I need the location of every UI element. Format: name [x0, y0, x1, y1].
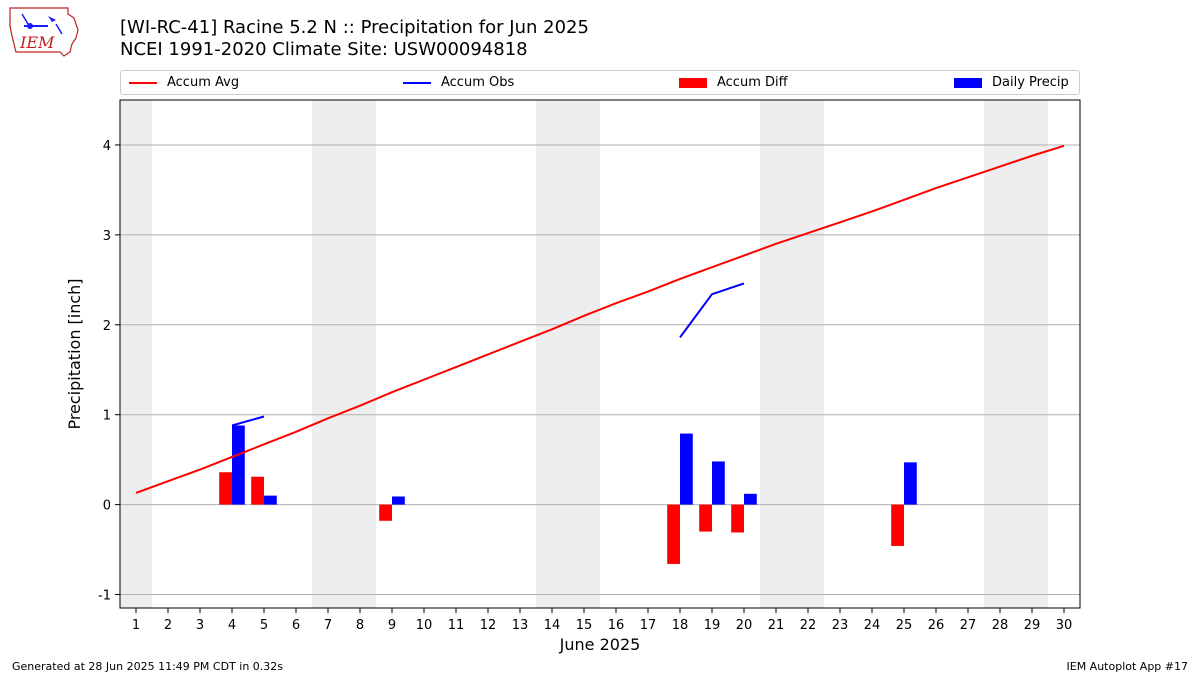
accum-diff-bar — [699, 504, 712, 532]
daily-precip-bar — [904, 462, 917, 505]
legend-label-daily-precip: Daily Precip — [992, 75, 1069, 90]
x-tick-label: 29 — [1024, 618, 1041, 633]
legend-swatch-accum-diff — [679, 77, 707, 88]
x-tick-label: 24 — [864, 618, 881, 633]
y-tick-label: 3 — [103, 229, 111, 244]
x-tick-label: 16 — [608, 618, 625, 633]
x-tick-label: 23 — [832, 618, 849, 633]
weekend-shade-2 — [536, 100, 600, 608]
x-tick-label: 5 — [260, 618, 268, 633]
logo-text: IEM — [19, 33, 55, 52]
legend-item-accum-obs: Accum Obs — [403, 71, 514, 94]
x-tick-label: 28 — [992, 618, 1009, 633]
x-tick-label: 22 — [800, 618, 817, 633]
weekend-shade-1 — [312, 100, 376, 608]
daily-precip-bar — [392, 496, 405, 505]
legend-swatch-accum-avg — [129, 81, 157, 84]
x-tick-label: 13 — [512, 618, 529, 633]
x-tick-label: 12 — [480, 618, 497, 633]
x-tick-label: 27 — [960, 618, 977, 633]
daily-precip-bar — [264, 495, 277, 505]
accum-diff-bar — [379, 504, 392, 521]
iem-logo: IEM — [8, 6, 80, 58]
y-tick-label: 1 — [103, 409, 111, 424]
x-tick-label: 8 — [356, 618, 364, 633]
daily-precip-bar — [744, 493, 757, 505]
y-tick-label: 2 — [103, 319, 111, 334]
accum-diff-bar — [219, 472, 232, 505]
accum-diff-bar — [731, 504, 744, 533]
weekend-shade-0 — [120, 100, 152, 608]
legend-label-accum-diff: Accum Diff — [717, 75, 788, 90]
y-tick-label: 0 — [103, 499, 111, 514]
x-tick-label: 7 — [324, 618, 332, 633]
chart-subtitle: NCEI 1991-2020 Climate Site: USW00094818 — [120, 39, 528, 60]
accum-avg-line — [135, 144, 1065, 494]
x-tick-label: 2 — [164, 618, 172, 633]
legend-swatch-daily-precip — [954, 77, 982, 88]
accum-diff-bar — [251, 476, 264, 505]
x-tick-label: 4 — [228, 618, 236, 633]
y-axis-label: Precipitation [inch] — [65, 278, 84, 429]
generated-note: Generated at 28 Jun 2025 11:49 PM CDT in… — [12, 660, 284, 673]
x-tick-label: 10 — [416, 618, 433, 633]
x-tick-label: 19 — [704, 618, 721, 633]
y-tick-label: 4 — [103, 139, 111, 154]
weekend-shade-4 — [984, 100, 1048, 608]
accum-obs-line-0 — [231, 415, 265, 427]
accum-obs-line-1 — [679, 282, 745, 338]
x-tick-label: 18 — [672, 618, 689, 633]
x-tick-label: 14 — [544, 618, 561, 633]
plot-frame — [119, 99, 1081, 609]
app-note: IEM Autoplot App #17 — [1066, 660, 1189, 673]
weekend-shade-3 — [760, 100, 824, 608]
legend-item-accum-avg: Accum Avg — [129, 71, 239, 94]
x-tick-label: 15 — [576, 618, 593, 633]
accum-diff-bar — [891, 504, 904, 546]
x-tick-label: 1 — [132, 618, 140, 633]
daily-precip-bar — [232, 425, 245, 505]
legend-item-daily-precip: Daily Precip — [954, 71, 1069, 94]
x-tick-label: 6 — [292, 618, 300, 633]
x-tick-label: 26 — [928, 618, 945, 633]
chart-legend: Accum Avg Accum Obs Accum Diff Daily Pre… — [120, 70, 1080, 95]
x-tick-label: 3 — [196, 618, 204, 633]
x-tick-label: 9 — [388, 618, 396, 633]
x-tick-label: 11 — [448, 618, 465, 633]
x-tick-label: 21 — [768, 618, 785, 633]
chart-title: [WI-RC-41] Racine 5.2 N :: Precipitation… — [120, 17, 589, 38]
x-tick-label: 17 — [640, 618, 657, 633]
x-axis-label: June 2025 — [559, 635, 641, 654]
legend-label-accum-avg: Accum Avg — [167, 75, 240, 90]
daily-precip-bar — [680, 433, 693, 505]
legend-item-accum-diff: Accum Diff — [679, 71, 788, 94]
x-tick-label: 30 — [1056, 618, 1073, 633]
legend-label-accum-obs: Accum Obs — [441, 75, 515, 90]
x-tick-label: 20 — [736, 618, 753, 633]
legend-swatch-accum-obs — [403, 81, 431, 84]
daily-precip-bar — [712, 461, 725, 505]
x-tick-label: 25 — [896, 618, 913, 633]
y-tick-label: -1 — [98, 589, 111, 604]
accum-diff-bar — [667, 504, 680, 564]
